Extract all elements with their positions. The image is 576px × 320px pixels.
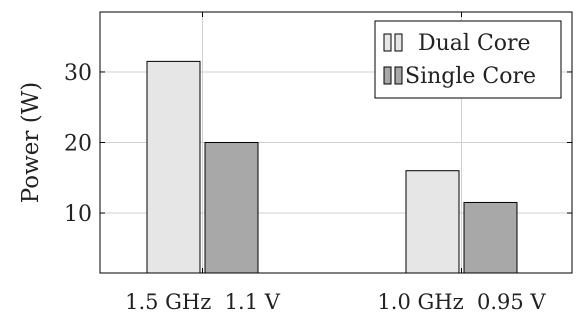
legend-swatch xyxy=(383,33,392,52)
bar-single-core xyxy=(463,201,518,274)
bar-dual-core xyxy=(146,60,201,274)
legend: Dual Core Single Core xyxy=(374,20,562,99)
x-tick-label: 1.0 GHz 0.95 V xyxy=(377,290,546,314)
bar-dual-core xyxy=(405,170,460,274)
bar-single-core xyxy=(204,142,259,274)
x-tick-labels: 1.5 GHz 1.1 V 1.0 GHz 0.95 V xyxy=(125,290,546,314)
tick-marks xyxy=(100,12,572,273)
y-tick-label: 10 xyxy=(64,202,92,227)
legend-swatch xyxy=(383,66,392,85)
y-axis-title: Power (W) xyxy=(18,82,44,204)
legend-swatch xyxy=(394,33,403,52)
legend-swatch xyxy=(394,66,403,85)
x-tick-label: 1.5 GHz 1.1 V xyxy=(125,290,281,314)
y-tick-label: 20 xyxy=(64,132,92,157)
legend-entry: Dual Core xyxy=(383,31,531,56)
y-tick-label: 30 xyxy=(64,61,92,86)
y-tick-labels: 10 20 30 xyxy=(64,61,92,227)
legend-label: Dual Core xyxy=(418,31,531,56)
legend-box xyxy=(374,20,562,99)
legend-entry: Single Core xyxy=(383,64,536,89)
legend-label: Single Core xyxy=(405,64,536,89)
bars xyxy=(146,60,518,274)
